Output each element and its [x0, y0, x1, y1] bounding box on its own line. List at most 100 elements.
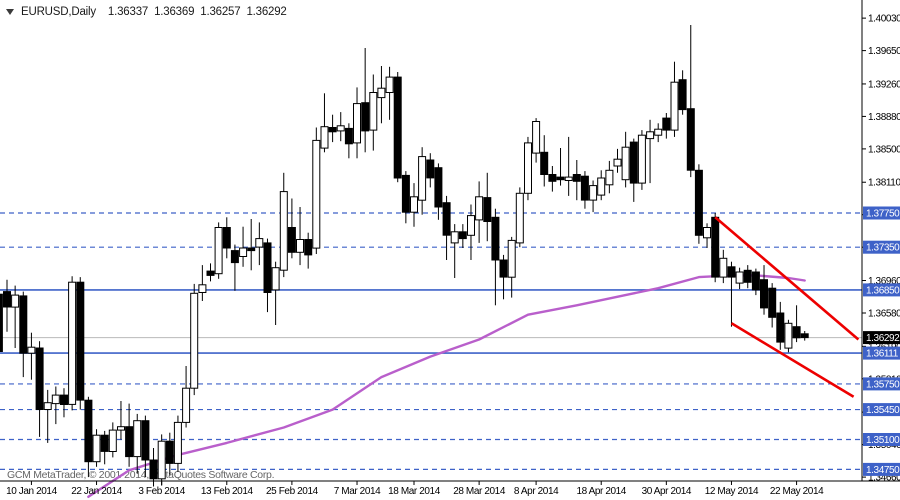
candle-body-bullish [646, 131, 655, 140]
candle-body-bearish [727, 266, 736, 278]
candle [230, 244, 239, 291]
candle-body-bullish [385, 76, 394, 93]
candle-body-bearish [125, 426, 134, 458]
candle [662, 113, 671, 139]
candle-body-bearish [230, 250, 239, 264]
candle-body-bearish [222, 227, 231, 249]
candle [458, 224, 467, 248]
candle [68, 276, 77, 411]
x-axis-date-label: 22 May 2014 [770, 486, 824, 497]
candle [296, 207, 304, 266]
candle [605, 160, 614, 194]
candle-body-bullish [214, 227, 223, 275]
candle [271, 261, 280, 325]
candle [84, 396, 93, 478]
candle-body-bullish [507, 239, 516, 278]
candle-body-bullish [369, 92, 378, 131]
candle [353, 87, 361, 159]
candle-body-bearish [393, 76, 402, 179]
candle-body-bullish [703, 227, 711, 239]
candle [328, 114, 337, 143]
x-axis-date-label: 18 Apr 2014 [576, 486, 626, 497]
candle [206, 263, 215, 282]
symbol-dropdown-icon[interactable] [6, 9, 14, 15]
candle [597, 170, 606, 201]
candle [312, 127, 321, 254]
y-axis-tick-label: 1.39650 [868, 46, 900, 57]
candle [646, 119, 655, 184]
candle [711, 213, 720, 283]
price-level-badge [863, 403, 900, 417]
candle [263, 238, 272, 313]
price-level-badge-label: 1.36850 [866, 285, 900, 296]
candle [157, 434, 166, 486]
candle [255, 222, 264, 266]
candle-body-bullish [564, 176, 573, 182]
candle [0, 293, 3, 353]
candle-body-bearish [760, 279, 768, 309]
candle-body-bearish [149, 459, 158, 480]
candle-body-bearish [206, 270, 215, 276]
candle [556, 148, 565, 186]
candle [361, 48, 370, 153]
candle-body-bullish [377, 87, 386, 99]
price-level-badge-label: 1.37750 [866, 209, 900, 220]
candle [670, 61, 679, 137]
candle [385, 66, 394, 120]
candle [125, 403, 134, 467]
candle [540, 135, 549, 187]
candle-body-bullish [27, 346, 36, 354]
candle-body-bearish [84, 399, 93, 463]
price-level-badge [863, 346, 900, 360]
trendline-upper-channel[interactable] [714, 216, 860, 341]
candle-body-bearish [776, 312, 785, 343]
candle [117, 401, 125, 440]
candle [173, 415, 182, 472]
candle-body-bearish [694, 169, 703, 236]
candle-body-bullish [621, 146, 630, 181]
candle-body-bullish [11, 294, 20, 308]
candle [401, 171, 410, 224]
candle-body-bullish [271, 267, 280, 291]
candle-body-bullish [784, 322, 793, 349]
candle-body-bearish [572, 174, 581, 182]
x-axis-date-label: 22 Jan 2014 [71, 486, 122, 497]
candle-body-bearish [483, 197, 492, 223]
candle [182, 366, 191, 428]
quote-low: 1.36257 [200, 6, 241, 18]
candle [92, 429, 101, 467]
candle [800, 331, 809, 341]
chart-title: EURUSD,Daily 1.36337 1.36369 1.36257 1.3… [6, 4, 293, 20]
price-level-badge [863, 462, 900, 476]
price-level-badge [863, 433, 900, 446]
candle-body-bullish [735, 271, 744, 284]
candle [760, 265, 768, 315]
candle [580, 171, 589, 209]
trendline-lower-channel[interactable] [730, 322, 855, 398]
candle-body-bullish [320, 126, 329, 149]
x-axis-date-label: 7 Mar 2014 [334, 486, 381, 497]
candle [442, 195, 451, 260]
candle-body-bearish [361, 102, 370, 132]
quote-close: 1.36292 [246, 6, 287, 18]
y-axis-tick-label: 1.40030 [868, 14, 900, 25]
candle-body-bullish [92, 434, 101, 463]
candle [247, 219, 256, 271]
candle-body-bullish [410, 196, 418, 213]
candle [621, 131, 630, 188]
price-level-badge [863, 377, 900, 391]
candle [344, 123, 353, 159]
candle [100, 430, 109, 465]
candle [320, 93, 329, 153]
candle-body-bearish [19, 295, 28, 354]
candle-body-bullish [719, 257, 728, 278]
candle [654, 123, 663, 143]
candle-body-bullish [173, 421, 182, 464]
candle [76, 277, 85, 410]
candle-body-bearish [711, 216, 720, 278]
candle [686, 25, 695, 178]
candle-body-bullish [654, 128, 663, 136]
candle [768, 283, 777, 328]
